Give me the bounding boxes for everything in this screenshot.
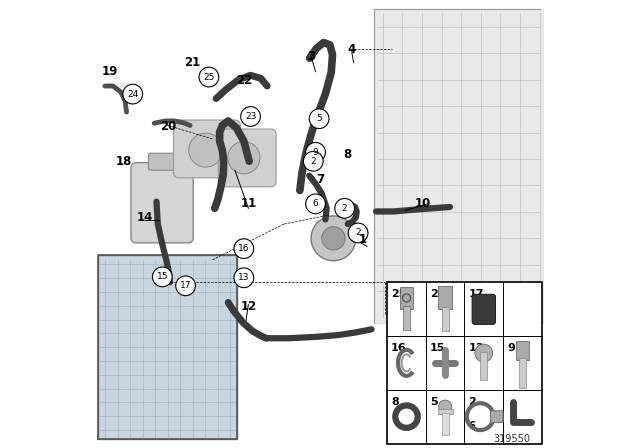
Text: 2: 2 — [468, 397, 476, 407]
Text: 2: 2 — [310, 157, 316, 166]
FancyBboxPatch shape — [218, 129, 276, 187]
Text: 15: 15 — [429, 343, 445, 353]
Text: 13: 13 — [468, 343, 484, 353]
FancyBboxPatch shape — [519, 358, 526, 388]
Circle shape — [348, 223, 368, 243]
Circle shape — [306, 194, 325, 214]
Text: 6: 6 — [313, 199, 318, 208]
Text: 9: 9 — [507, 343, 515, 353]
FancyBboxPatch shape — [173, 120, 240, 178]
Text: 7: 7 — [316, 172, 324, 186]
FancyBboxPatch shape — [490, 411, 503, 422]
Text: 13: 13 — [238, 273, 250, 282]
Circle shape — [199, 67, 219, 87]
Circle shape — [228, 142, 260, 174]
FancyBboxPatch shape — [387, 282, 541, 444]
Text: 16: 16 — [238, 244, 250, 253]
Text: 8: 8 — [391, 397, 399, 407]
Text: 14: 14 — [136, 211, 152, 224]
Text: 4: 4 — [348, 43, 355, 56]
FancyBboxPatch shape — [99, 255, 237, 439]
Circle shape — [475, 344, 493, 362]
Text: 319550: 319550 — [493, 434, 531, 444]
Text: 25: 25 — [391, 289, 406, 299]
Circle shape — [234, 268, 253, 288]
Circle shape — [234, 239, 253, 258]
Text: 17: 17 — [180, 281, 191, 290]
Circle shape — [303, 151, 323, 171]
Circle shape — [306, 142, 325, 162]
Text: 19: 19 — [101, 65, 118, 78]
Text: 24: 24 — [429, 289, 445, 299]
Text: 20: 20 — [161, 120, 177, 133]
FancyBboxPatch shape — [442, 307, 449, 331]
FancyBboxPatch shape — [148, 153, 175, 170]
Text: 2: 2 — [342, 204, 348, 213]
Text: 25: 25 — [204, 73, 214, 82]
FancyBboxPatch shape — [472, 294, 495, 324]
Circle shape — [309, 109, 329, 129]
FancyBboxPatch shape — [400, 287, 413, 309]
FancyBboxPatch shape — [438, 409, 452, 414]
Text: 8: 8 — [343, 148, 351, 161]
Text: 5: 5 — [316, 114, 322, 123]
Text: 15: 15 — [157, 272, 168, 281]
Circle shape — [335, 198, 355, 218]
Text: 22: 22 — [236, 74, 252, 87]
FancyBboxPatch shape — [403, 306, 410, 330]
Text: 16: 16 — [391, 343, 406, 353]
Text: 5: 5 — [429, 397, 437, 407]
Text: 12: 12 — [240, 300, 257, 314]
Circle shape — [241, 107, 260, 126]
Text: 18: 18 — [116, 155, 132, 168]
FancyBboxPatch shape — [516, 341, 529, 360]
Circle shape — [322, 227, 345, 250]
FancyBboxPatch shape — [480, 352, 488, 380]
Text: 23: 23 — [245, 112, 256, 121]
Circle shape — [311, 216, 356, 261]
Text: 24: 24 — [127, 90, 138, 99]
Text: 10: 10 — [415, 197, 431, 211]
Text: 21: 21 — [184, 56, 200, 69]
Text: 17: 17 — [468, 289, 484, 299]
Circle shape — [176, 276, 195, 296]
FancyBboxPatch shape — [131, 163, 193, 243]
Circle shape — [189, 133, 223, 167]
FancyBboxPatch shape — [438, 286, 452, 309]
Circle shape — [123, 84, 143, 104]
Text: 6: 6 — [468, 421, 475, 431]
Circle shape — [438, 400, 452, 414]
Text: 11: 11 — [240, 197, 257, 211]
Text: 9: 9 — [313, 148, 318, 157]
Text: 3: 3 — [307, 49, 315, 63]
Polygon shape — [374, 9, 544, 323]
FancyBboxPatch shape — [442, 413, 449, 435]
Text: 2: 2 — [355, 228, 361, 237]
Text: 1: 1 — [358, 233, 367, 246]
Circle shape — [152, 267, 172, 287]
